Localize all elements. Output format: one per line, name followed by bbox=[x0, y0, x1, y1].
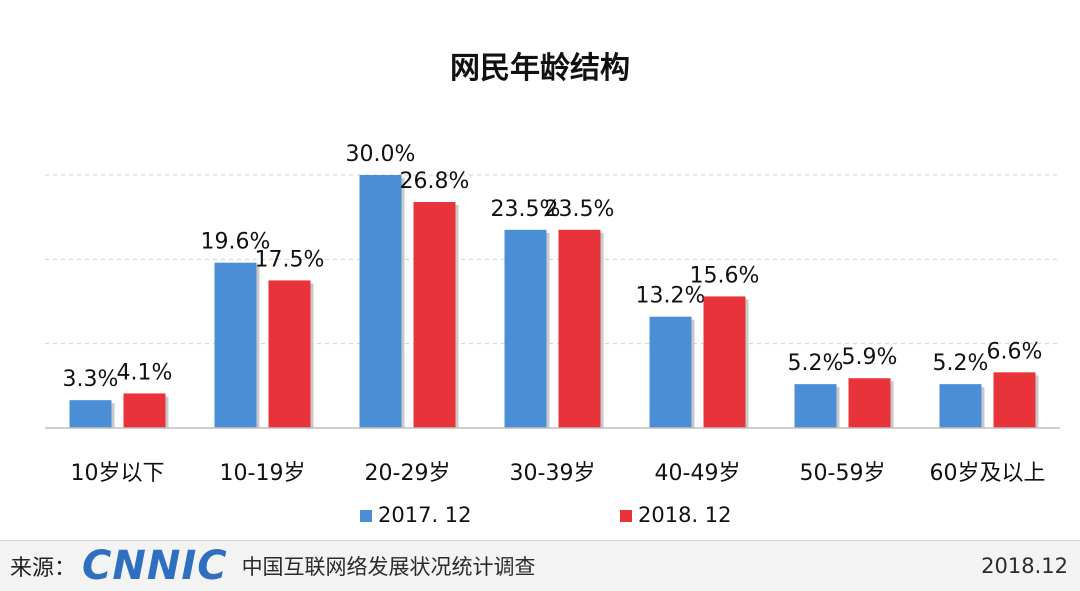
cnnic-logo: CNNIC bbox=[82, 543, 228, 589]
data-label: 5.2% bbox=[933, 351, 989, 376]
bar bbox=[939, 384, 982, 428]
bar bbox=[268, 280, 311, 428]
legend-label: 2018. 12 bbox=[638, 503, 732, 527]
data-label: 17.5% bbox=[255, 247, 325, 272]
data-label: 23.5% bbox=[491, 197, 561, 222]
category-label: 20-29岁 bbox=[365, 461, 451, 486]
source-footer: 来源： CNNIC 中国互联网络发展状况统计调查 2018.12 bbox=[0, 540, 1080, 591]
legend-swatch bbox=[620, 510, 632, 522]
bar bbox=[69, 400, 112, 428]
bar bbox=[794, 384, 837, 428]
data-label: 5.9% bbox=[842, 345, 898, 370]
data-label: 15.6% bbox=[690, 263, 760, 288]
data-label: 4.1% bbox=[117, 360, 173, 385]
source-label: 来源： bbox=[10, 556, 77, 581]
legend-label: 2017. 12 bbox=[378, 503, 472, 527]
data-label: 19.6% bbox=[201, 230, 271, 255]
report-name: 中国互联网络发展状况统计调查 bbox=[241, 555, 536, 579]
bar bbox=[413, 201, 456, 428]
bar bbox=[649, 316, 692, 428]
bar bbox=[703, 296, 746, 428]
category-label: 50-59岁 bbox=[800, 461, 886, 486]
category-label: 60岁及以上 bbox=[930, 461, 1046, 486]
data-label: 5.2% bbox=[788, 351, 844, 376]
legend-swatch bbox=[360, 510, 372, 522]
chart-title: 网民年龄结构 bbox=[450, 51, 630, 86]
bar bbox=[359, 175, 402, 428]
bar-chart: 网民年龄结构 3.3%4.1% 10岁以下 19.6%17.5% 10-19岁 30.0%… bbox=[45, 51, 1060, 527]
chart-area: 网民年龄结构 3.3% 4.1% 10岁以下 19.6% 17.5% 10-19岁 30.0%… bbox=[45, 51, 1060, 527]
category-label: 10岁以下 bbox=[71, 461, 165, 486]
data-label: 23.5% bbox=[545, 197, 615, 222]
data-label: 6.6% bbox=[987, 339, 1043, 364]
bar bbox=[123, 393, 166, 428]
data-label: 3.3% bbox=[63, 367, 119, 392]
report-date: 2018.12 bbox=[981, 554, 1068, 578]
data-label: 26.8% bbox=[400, 169, 470, 194]
bar bbox=[848, 378, 891, 428]
data-label: 30.0% bbox=[346, 142, 416, 167]
bar bbox=[993, 372, 1036, 428]
category-label: 10-19岁 bbox=[220, 461, 306, 486]
category-label: 30-39岁 bbox=[510, 461, 596, 486]
bar bbox=[504, 229, 547, 428]
data-label: 13.2% bbox=[636, 284, 706, 309]
bar bbox=[214, 262, 257, 428]
category-label: 40-49岁 bbox=[655, 461, 741, 486]
bar bbox=[558, 229, 601, 428]
